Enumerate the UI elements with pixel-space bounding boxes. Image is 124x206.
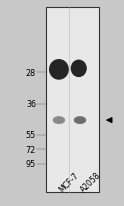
Bar [46,8,99,192]
Ellipse shape [49,60,69,80]
Text: 95: 95 [26,159,36,168]
Ellipse shape [53,117,65,124]
Ellipse shape [74,117,86,124]
Text: 72: 72 [26,145,36,154]
Ellipse shape [71,60,87,78]
Text: 28: 28 [26,69,36,78]
Text: 36: 36 [26,99,36,109]
Text: 55: 55 [26,130,36,139]
Text: MCF-7: MCF-7 [58,171,81,194]
Text: A2058: A2058 [79,170,102,194]
